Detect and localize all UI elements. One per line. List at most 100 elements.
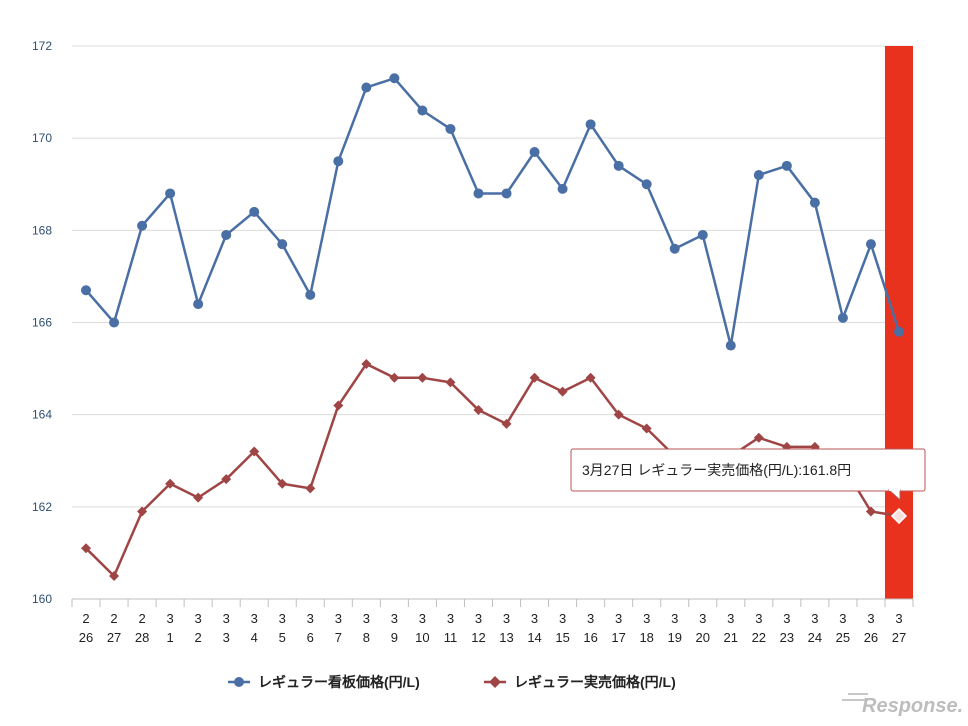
y-axis-ticks: 160 162 164 166 168 170 172 bbox=[32, 39, 52, 606]
legend-marker-circle-icon bbox=[234, 677, 244, 687]
series-1-point bbox=[501, 188, 512, 199]
x-tick-month: 3 bbox=[166, 611, 173, 626]
legend: レギュラー看板価格(円/L) レギュラー実売価格(円/L) bbox=[228, 674, 676, 690]
x-tick-month: 3 bbox=[895, 611, 902, 626]
series-2-point bbox=[417, 372, 428, 383]
x-axis-ticks: 2262272283132333435363738393103113123133… bbox=[79, 611, 906, 645]
series-1-point bbox=[781, 160, 792, 171]
series-1-point bbox=[109, 317, 120, 328]
watermark-text: Response. bbox=[862, 695, 963, 717]
x-tick-month: 3 bbox=[867, 611, 874, 626]
series-2-point bbox=[109, 570, 120, 581]
x-tick-month: 3 bbox=[531, 611, 538, 626]
series-2-point bbox=[445, 377, 456, 388]
x-tick-day: 21 bbox=[724, 630, 738, 645]
x-tick-day: 16 bbox=[583, 630, 597, 645]
legend-marker-diamond-icon bbox=[489, 676, 501, 688]
series-1-point bbox=[753, 170, 764, 181]
series-2-point bbox=[865, 506, 876, 517]
x-tick-month: 3 bbox=[391, 611, 398, 626]
x-tick-day: 19 bbox=[667, 630, 681, 645]
series-2-point bbox=[557, 386, 568, 397]
series-1-point bbox=[305, 289, 316, 300]
y-tick-label: 160 bbox=[32, 592, 52, 606]
series-line-1 bbox=[85, 77, 901, 347]
series-1-point bbox=[333, 156, 344, 167]
x-tick-month: 3 bbox=[223, 611, 230, 626]
series-1-point bbox=[193, 299, 204, 310]
x-tick-month: 2 bbox=[82, 611, 89, 626]
series-1-point bbox=[277, 239, 288, 250]
x-tick-day: 2 bbox=[195, 630, 202, 645]
series-1-point bbox=[697, 229, 708, 240]
x-tick-day: 24 bbox=[808, 630, 822, 645]
x-tick-day: 18 bbox=[639, 630, 653, 645]
x-tick-month: 3 bbox=[447, 611, 454, 626]
series-2-point bbox=[81, 543, 92, 554]
series-2-point bbox=[585, 372, 596, 383]
series-1-point bbox=[893, 326, 904, 337]
tooltip-arrow-mask bbox=[889, 487, 900, 491]
x-tick-day: 6 bbox=[307, 630, 314, 645]
series-1-point bbox=[473, 188, 484, 199]
x-tick-month: 3 bbox=[699, 611, 706, 626]
watermark-swoosh-icon bbox=[842, 693, 868, 701]
series-2-point bbox=[473, 405, 484, 416]
series-2-point bbox=[165, 478, 176, 489]
series-2-point bbox=[193, 492, 204, 503]
x-tick-month: 3 bbox=[727, 611, 734, 626]
legend-label-kanban: レギュラー看板価格(円/L) bbox=[258, 674, 420, 690]
x-tick-month: 3 bbox=[195, 611, 202, 626]
x-tick-day: 3 bbox=[223, 630, 230, 645]
x-tick-month: 3 bbox=[251, 611, 258, 626]
x-tick-day: 1 bbox=[166, 630, 173, 645]
x-tick-day: 28 bbox=[135, 630, 149, 645]
series-1-point bbox=[585, 119, 596, 130]
series-line-2 bbox=[85, 362, 900, 578]
legend-item-kanban[interactable]: レギュラー看板価格(円/L) bbox=[228, 674, 420, 690]
x-tick-day: 23 bbox=[780, 630, 794, 645]
legend-item-jitsubai[interactable]: レギュラー実売価格(円/L) bbox=[484, 674, 676, 690]
x-tick-day: 15 bbox=[555, 630, 569, 645]
y-tick-label: 172 bbox=[32, 39, 52, 53]
x-tick-day: 17 bbox=[611, 630, 625, 645]
y-tick-label: 164 bbox=[32, 408, 52, 422]
series-1-point bbox=[249, 206, 260, 217]
x-tick-day: 4 bbox=[251, 630, 258, 645]
x-tick-day: 27 bbox=[892, 630, 906, 645]
series-2-point bbox=[641, 423, 652, 434]
series-1-point bbox=[221, 229, 232, 240]
x-tick-month: 3 bbox=[839, 611, 846, 626]
x-tick-month: 2 bbox=[110, 611, 117, 626]
series-1-point bbox=[641, 179, 652, 190]
x-tick-month: 3 bbox=[811, 611, 818, 626]
series-2-point bbox=[361, 358, 372, 369]
series-2-point bbox=[137, 506, 148, 517]
series-2-point bbox=[389, 372, 400, 383]
x-tick-day: 12 bbox=[471, 630, 485, 645]
x-tick-month: 3 bbox=[363, 611, 370, 626]
series-1-point bbox=[613, 160, 624, 171]
series-1-point bbox=[725, 340, 736, 351]
series-1-point bbox=[529, 146, 540, 157]
series-2-point-hovered bbox=[890, 507, 908, 525]
tooltip: 3月27日 レギュラー実売価格(円/L):161.8円 bbox=[570, 448, 926, 502]
x-tick-day: 9 bbox=[391, 630, 398, 645]
x-tick-day: 5 bbox=[279, 630, 286, 645]
x-tick-month: 3 bbox=[279, 611, 286, 626]
tooltip-box bbox=[570, 448, 926, 492]
series-2-point bbox=[501, 418, 512, 429]
series-1-point bbox=[809, 197, 820, 208]
series-2-point bbox=[753, 432, 764, 443]
series-2-point bbox=[249, 446, 260, 457]
series-2-point bbox=[221, 474, 232, 485]
y-tick-label: 170 bbox=[32, 131, 52, 145]
x-tick-day: 13 bbox=[499, 630, 513, 645]
series-1-point bbox=[445, 123, 456, 134]
x-tick-day: 7 bbox=[335, 630, 342, 645]
series-1-point bbox=[669, 243, 680, 254]
series-1-point bbox=[557, 183, 568, 194]
series-1-point bbox=[865, 239, 876, 250]
gridlines bbox=[72, 45, 913, 600]
